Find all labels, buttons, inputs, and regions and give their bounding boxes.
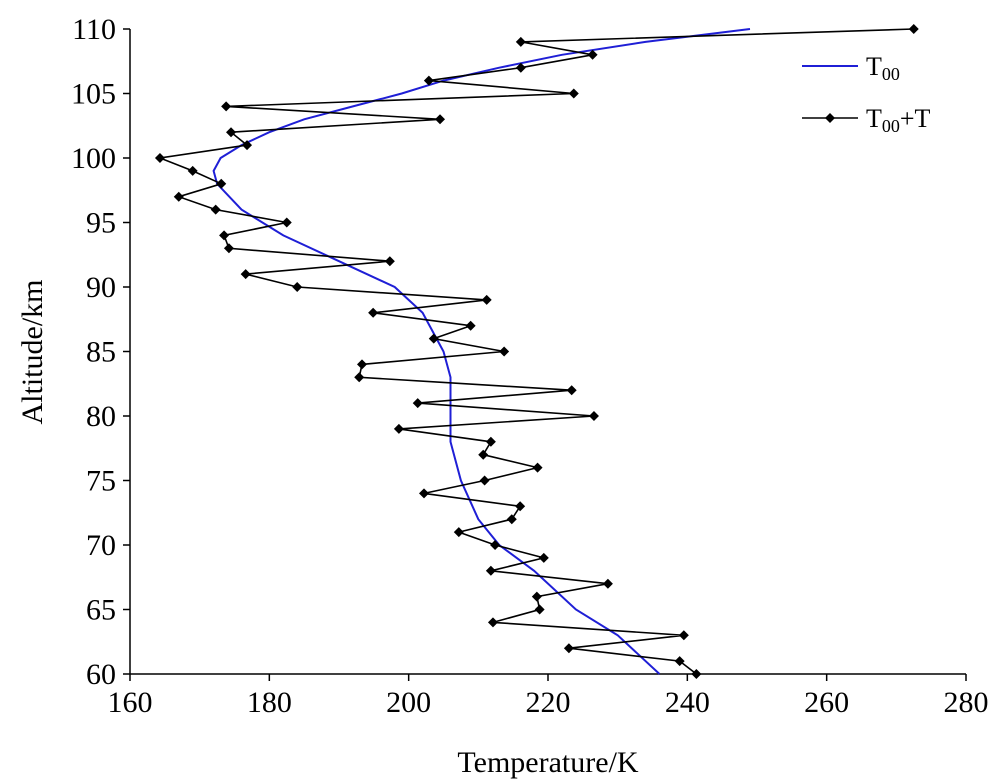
data-point — [187, 165, 198, 176]
x-tick-label: 220 — [526, 686, 571, 719]
data-point — [418, 488, 429, 499]
data-point — [223, 243, 234, 254]
data-point — [587, 49, 598, 60]
data-point — [221, 101, 232, 112]
data-point — [216, 178, 227, 189]
legend-marker — [825, 113, 835, 123]
data-point — [515, 36, 526, 47]
y-tick-label: 85 — [86, 336, 116, 369]
data-point — [490, 540, 501, 550]
data-point — [534, 604, 545, 615]
y-tick-label: 90 — [86, 271, 116, 304]
data-point — [515, 501, 526, 512]
data-point — [499, 346, 510, 357]
data-point — [356, 359, 367, 370]
legend-label-1: T00 — [866, 52, 900, 84]
y-tick-label: 110 — [72, 13, 116, 46]
data-point — [465, 320, 476, 331]
data-point — [563, 643, 574, 654]
data-point — [478, 449, 489, 460]
data-point — [354, 372, 365, 383]
data-point — [428, 333, 439, 344]
data-point — [423, 75, 434, 86]
data-point — [242, 140, 253, 151]
data-point — [226, 127, 237, 138]
data-point — [515, 62, 526, 73]
x-tick-label: 180 — [247, 686, 292, 719]
data-point — [506, 514, 517, 525]
x-tick-label: 160 — [108, 686, 153, 719]
x-tick-label: 200 — [386, 686, 431, 719]
data-point — [588, 411, 599, 421]
y-tick-label: 105 — [71, 78, 116, 111]
data-point — [281, 217, 292, 228]
data-point — [210, 204, 221, 215]
data-point — [393, 423, 404, 434]
data-point — [384, 256, 395, 267]
data-point — [566, 385, 577, 396]
data-point — [485, 436, 496, 447]
series-line-2 — [156, 28, 914, 675]
data-point — [487, 617, 498, 628]
y-tick-label: 65 — [86, 594, 116, 627]
data-point — [435, 114, 446, 125]
x-axis-label: Temperature/K — [457, 746, 638, 779]
y-tick-label: 60 — [86, 658, 116, 691]
data-point — [481, 294, 492, 305]
y-axis-label: Altitude/km — [16, 280, 49, 425]
series-layer — [154, 24, 919, 679]
data-point — [485, 565, 496, 576]
data-point — [531, 591, 542, 602]
y-tick-label: 95 — [86, 207, 116, 240]
data-point — [292, 282, 303, 292]
series-line-1 — [212, 28, 751, 675]
x-tick-label: 240 — [665, 686, 710, 719]
data-point — [240, 269, 251, 280]
axes: 160 180 200 220 240 260 280 60 65 70 75 80 85 90 95 100… — [71, 13, 989, 719]
data-point — [532, 462, 543, 473]
data-point — [674, 656, 685, 667]
data-point — [908, 24, 919, 34]
x-tick-label: 280 — [944, 686, 989, 719]
y-tick-label: 70 — [86, 529, 116, 562]
data-point — [678, 630, 689, 641]
data-point — [568, 88, 579, 99]
data-point — [368, 307, 379, 318]
data-point — [538, 552, 549, 563]
y-tick-label: 75 — [86, 465, 116, 498]
data-point — [453, 527, 464, 538]
legend-label-2: T00+T — [866, 104, 931, 136]
legend: T00 T00+T — [802, 52, 931, 136]
data-point — [412, 398, 423, 409]
data-point — [219, 230, 230, 241]
data-point — [479, 475, 490, 486]
data-point — [602, 578, 613, 589]
y-tick-label: 100 — [71, 142, 116, 175]
y-tick-label: 80 — [86, 400, 116, 433]
x-tick-label: 260 — [804, 686, 849, 719]
data-point — [691, 669, 702, 679]
data-point — [154, 153, 165, 163]
data-point — [173, 191, 184, 202]
